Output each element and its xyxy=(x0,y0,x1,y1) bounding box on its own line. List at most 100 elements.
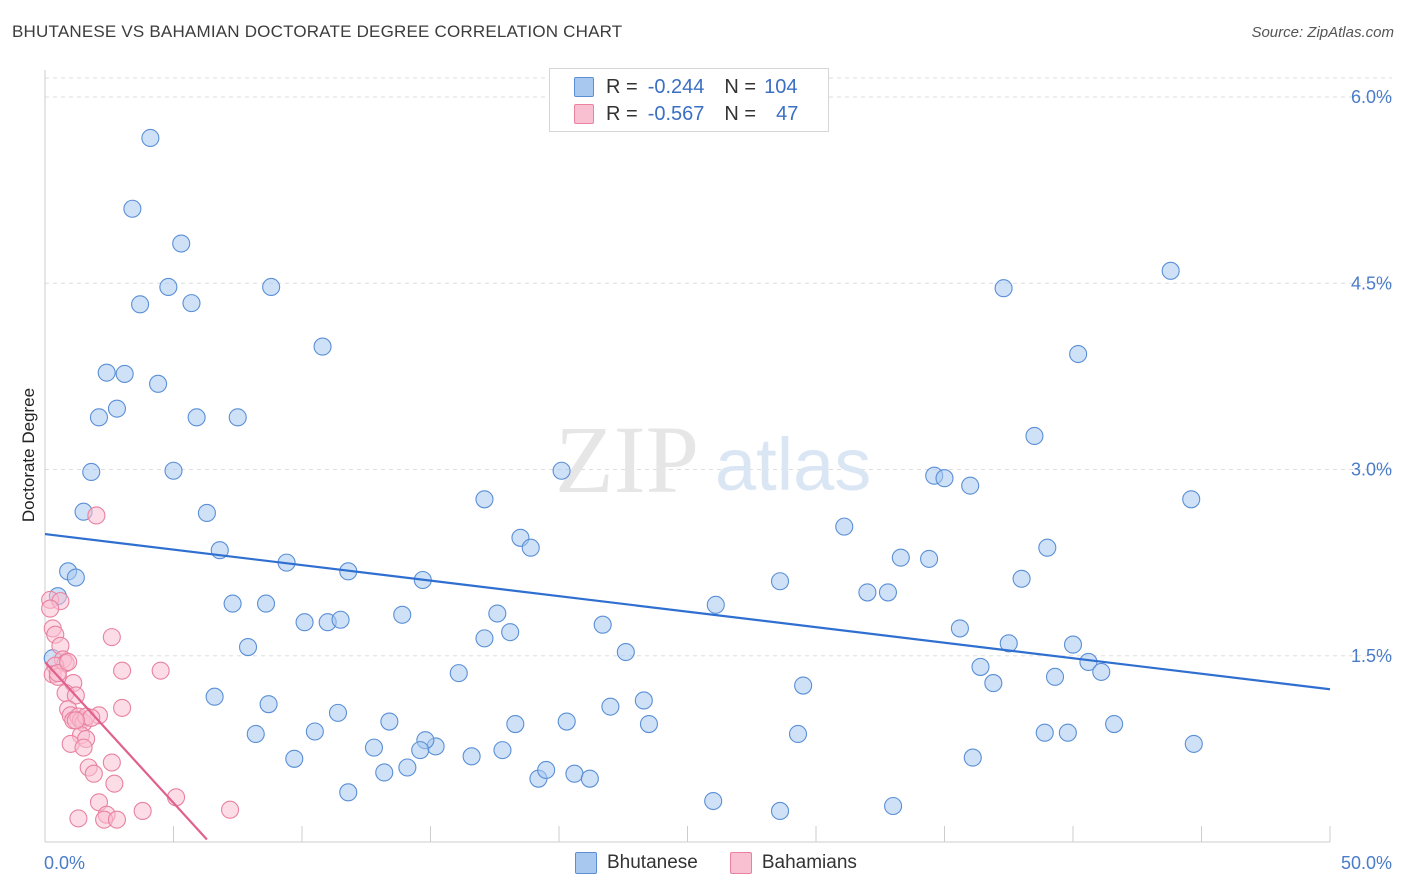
bhutanese-point xyxy=(238,638,258,657)
bahamian-point xyxy=(74,738,93,757)
bhutanese-point xyxy=(950,619,969,638)
bhutanese-point xyxy=(246,724,265,744)
bhutanese-point xyxy=(305,722,324,741)
bahamian-point xyxy=(151,661,170,680)
legend-row-bahamians: R = -0.567 N = 47 xyxy=(574,101,798,127)
y-tick-label: 1.5% xyxy=(1351,646,1392,666)
bhutanese-point xyxy=(488,604,507,623)
bhutanese-point xyxy=(878,583,898,602)
series-label-bahamians: Bahamians xyxy=(761,852,857,873)
bhutanese-point xyxy=(159,277,178,297)
bhutanese-point xyxy=(770,572,790,591)
bhutanese-point xyxy=(1161,261,1180,280)
y-tick-label: 3.0% xyxy=(1351,460,1392,480)
bhutanese-point xyxy=(501,623,520,642)
bhutanese-point xyxy=(1184,734,1203,753)
bhutanese-point xyxy=(259,695,278,714)
bhutanese-point xyxy=(704,791,723,811)
bhutanese-point xyxy=(557,712,576,731)
bhutanese-point xyxy=(131,295,150,314)
legend-n-label: N = xyxy=(724,75,757,98)
bhutanese-point xyxy=(1069,344,1088,364)
bhutanese-point xyxy=(462,747,481,766)
bhutanese-point xyxy=(1035,723,1054,742)
legend-n-value: 47 xyxy=(776,102,799,125)
bhutanese-point xyxy=(331,610,350,629)
bhutanese-point xyxy=(984,674,1003,693)
bhutanese-point xyxy=(475,490,494,509)
bhutanese-point xyxy=(593,615,612,634)
x-tick-label: 50.0% xyxy=(1341,853,1392,873)
bahamian-points xyxy=(41,506,240,829)
bhutanese-point xyxy=(552,461,571,480)
bhutanese-point xyxy=(172,234,191,253)
bahamian-point xyxy=(133,801,152,821)
bhutanese-point xyxy=(398,758,417,777)
bhutanese-point xyxy=(313,337,332,356)
series-swatch-bahamians xyxy=(729,852,752,874)
series-swatch-bhutanese xyxy=(575,852,597,874)
bahamian-point xyxy=(220,800,240,819)
bhutanese-point xyxy=(1025,426,1044,446)
bhutanese-point xyxy=(1063,635,1083,654)
bhutanese-point xyxy=(149,374,168,393)
bhutanese-point xyxy=(999,634,1018,653)
bahamian-point xyxy=(59,652,78,672)
grid-lines xyxy=(45,77,1392,657)
bahamian-point xyxy=(41,599,60,618)
bhutanese-point xyxy=(182,294,201,313)
bhutanese-points xyxy=(43,128,1203,821)
bhutanese-point xyxy=(963,748,982,767)
series-label-bhutanese: Bhutanese xyxy=(607,852,698,873)
bahamian-point xyxy=(107,810,127,829)
bhutanese-point xyxy=(835,517,854,536)
bhutanese-point xyxy=(339,783,358,802)
bhutanese-point xyxy=(961,476,980,495)
bhutanese-point xyxy=(858,583,877,602)
bhutanese-point xyxy=(1038,538,1057,557)
legend-n-label: N = xyxy=(724,102,757,125)
bahamian-point xyxy=(113,698,132,717)
bhutanese-point xyxy=(328,703,348,722)
source-label: Source: ZipAtlas.com xyxy=(1251,24,1394,41)
axes xyxy=(44,70,1331,843)
bhutanese-point xyxy=(164,461,183,480)
y-axis-label: Doctorate Degree xyxy=(19,388,38,522)
legend-r-value: -0.244 xyxy=(647,75,705,98)
watermark-atlas: atlas xyxy=(715,423,871,506)
bhutanese-point xyxy=(228,408,247,427)
bahamian-point xyxy=(113,661,132,680)
bahamian-trend-line xyxy=(44,661,208,841)
bhutanese-point xyxy=(380,712,399,731)
bhutanese-point xyxy=(639,714,659,734)
bhutanese-point xyxy=(794,676,813,695)
trend-lines xyxy=(44,532,1331,841)
series-legend-bhutanese: Bhutanese xyxy=(575,852,698,874)
bhutanese-point xyxy=(884,796,903,816)
bhutanese-point xyxy=(256,594,276,613)
series-legend: Bhutanese Bahamians xyxy=(575,852,889,874)
bahamian-point xyxy=(105,774,124,793)
bhutanese-point xyxy=(506,714,525,734)
legend-n-value: 104 xyxy=(764,75,798,98)
watermark-zip: ZIP xyxy=(555,406,699,513)
bhutanese-point xyxy=(187,408,206,427)
chart-title: BHUTANESE VS BAHAMIAN DOCTORATE DEGREE C… xyxy=(12,22,623,41)
correlation-legend: R = -0.244 N = 104 R = -0.567 N = 47 xyxy=(549,68,829,132)
bahamian-point xyxy=(69,809,88,828)
x-tick-label: 0.0% xyxy=(44,853,85,873)
legend-swatch-bhutanese xyxy=(574,77,594,97)
bhutanese-point xyxy=(223,594,242,613)
bhutanese-point xyxy=(616,642,635,662)
bhutanese-point xyxy=(97,363,116,382)
bhutanese-point xyxy=(393,605,412,624)
bhutanese-point xyxy=(141,128,160,148)
bhutanese-point xyxy=(565,764,584,783)
legend-row-bhutanese: R = -0.244 N = 104 xyxy=(574,74,797,100)
tick-labels: 1.5% 3.0% 4.5% 6.0% 0.0% 50.0% xyxy=(44,87,1392,873)
series-legend-bahamians: Bahamians xyxy=(729,852,857,874)
bhutanese-point xyxy=(634,691,653,710)
bhutanese-point xyxy=(580,769,599,788)
bhutanese-point xyxy=(770,801,790,821)
